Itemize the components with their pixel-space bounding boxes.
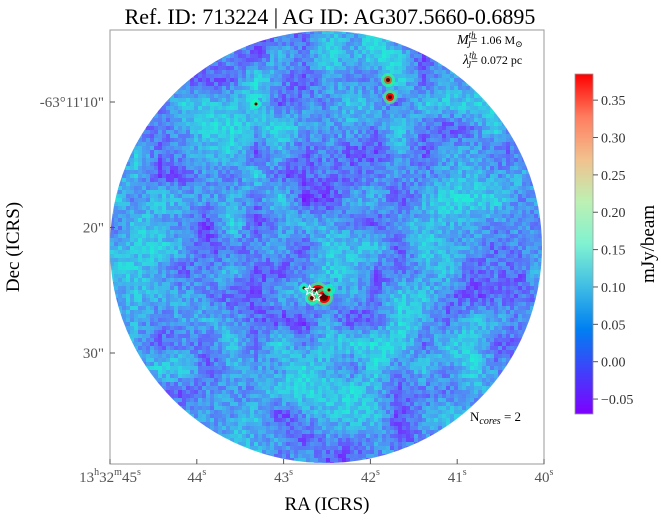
colorbar-tick-label: −0.05: [601, 393, 633, 408]
colorbar-tick-label: 0.35: [601, 94, 626, 109]
colorbar-tick-label: 0.15: [601, 244, 626, 259]
jeans-length-annotation: λth J= 0.072 pc: [462, 50, 522, 70]
x-axis-ticks: 13h32m45s 44s 43s 42s 41s 40s: [79, 459, 554, 486]
x-tick-label: 42s: [361, 467, 380, 486]
emission-map: [110, 31, 542, 463]
y-tick-label: 20": [83, 221, 104, 237]
colorbar-tick-label: 0.30: [601, 132, 626, 147]
x-tick-label: 13h32m45s: [79, 467, 141, 486]
colorbar-tick-label: 0.00: [601, 356, 626, 371]
colorbar-ticks: 0.35 0.30 0.25 0.20 0.15 0.10 0.05 0.00 −0.05: [593, 94, 633, 408]
chart-title: Ref. ID: 713224 | AG ID: AG307.5660-0.68…: [125, 4, 536, 29]
jeans-mass-annotation: Mth J= 1.06 M⊙: [456, 30, 523, 50]
x-tick-label: 40s: [535, 467, 554, 486]
x-tick-label: 44s: [187, 467, 206, 486]
y-tick-label: -63°11'10": [40, 95, 104, 111]
ncores-annotation: Ncores = 2: [470, 409, 521, 427]
core-markers: [303, 284, 323, 302]
core-marker-2: [303, 284, 316, 296]
x-tick-label: 43s: [274, 467, 293, 486]
y-tick-label: 30": [83, 346, 104, 362]
colorbar-tick-label: 0.20: [601, 206, 626, 221]
y-axis-label: Dec (ICRS): [3, 202, 24, 292]
colorbar-label: mJy/beam: [638, 205, 659, 283]
x-axis-label: RA (ICRS): [285, 494, 370, 515]
colorbar-tick-label: 0.25: [601, 169, 626, 184]
colorbar: 0.35 0.30 0.25 0.20 0.15 0.10 0.05 0.00 −0.05 mJ…: [574, 73, 659, 415]
y-axis-ticks: -63°11'10" 20" 30": [40, 95, 115, 362]
colorbar-gradient: [574, 73, 594, 415]
colorbar-tick-label: 0.10: [601, 281, 626, 296]
x-tick-label: 41s: [448, 467, 467, 486]
colorbar-tick-label: 0.05: [601, 318, 626, 333]
